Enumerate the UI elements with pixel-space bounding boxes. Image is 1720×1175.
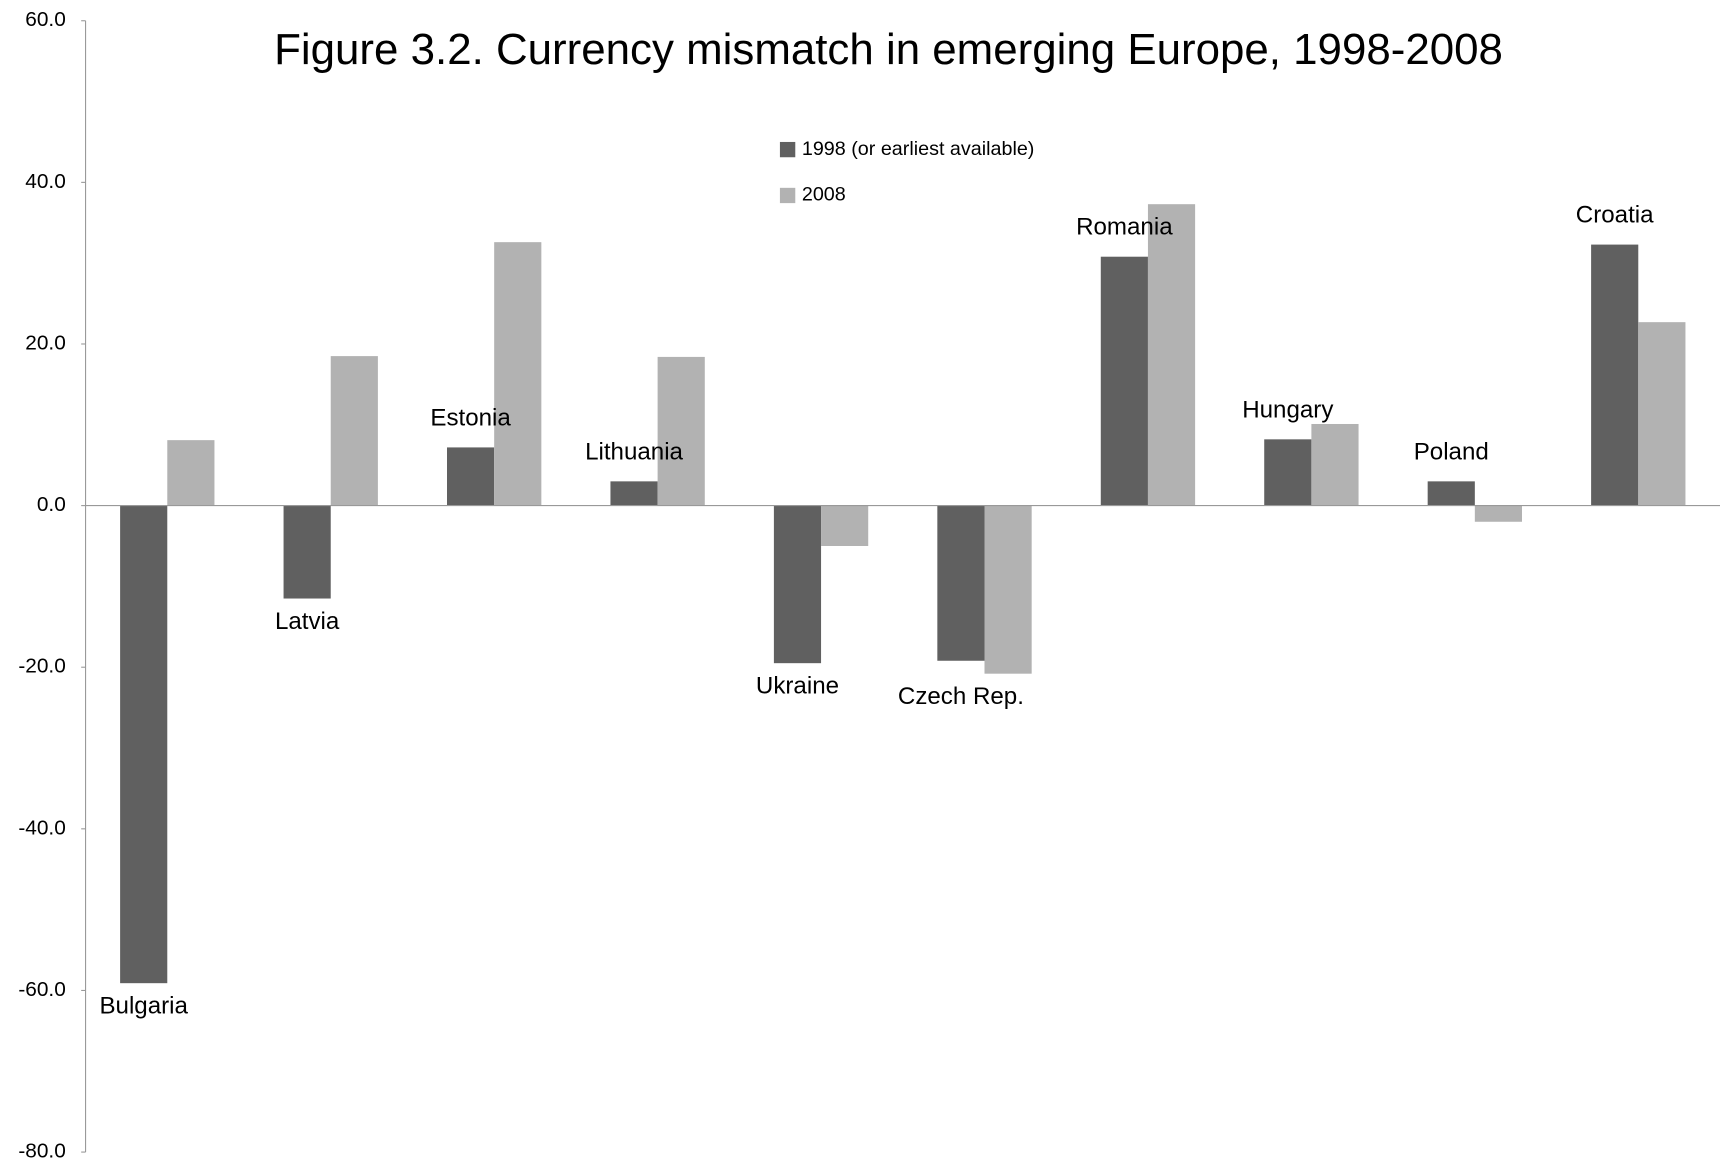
bar <box>1311 423 1359 506</box>
bar <box>283 505 331 599</box>
category-label: Ukraine <box>756 673 839 700</box>
category-label: Czech Rep. <box>898 683 1024 710</box>
category-label: Estonia <box>430 404 511 431</box>
bar <box>657 356 705 506</box>
chart-title: Figure 3.2. Currency mismatch in emergin… <box>274 25 1503 74</box>
bar <box>984 505 1032 674</box>
y-tick-label: 20.0 <box>25 331 66 354</box>
bar <box>494 242 542 506</box>
bar <box>821 505 869 547</box>
category-label: Hungary <box>1242 396 1333 423</box>
y-tick-label: -80.0 <box>18 1140 65 1163</box>
y-tick-label: -40.0 <box>18 816 65 839</box>
bar <box>1638 322 1686 506</box>
y-tick-label: 60.0 <box>25 8 66 31</box>
category-label: Bulgaria <box>99 993 188 1020</box>
category-label: Poland <box>1414 438 1489 465</box>
y-tick-label: -20.0 <box>18 655 65 678</box>
bar <box>773 505 822 664</box>
bar <box>1427 481 1475 506</box>
bar <box>330 356 378 506</box>
y-tick-label: 0.0 <box>37 493 66 516</box>
bar <box>1147 204 1196 506</box>
bar <box>1474 505 1523 522</box>
category-label: Croatia <box>1576 202 1654 229</box>
category-label: Lithuania <box>585 438 684 465</box>
bar <box>937 505 985 661</box>
bar <box>1100 256 1148 506</box>
bar <box>120 505 168 984</box>
y-tick-label: -60.0 <box>18 978 65 1001</box>
legend-label: 1998 (or earliest available) <box>802 138 1035 160</box>
bar <box>610 481 658 506</box>
bar <box>167 440 215 506</box>
legend-swatch <box>779 187 796 204</box>
bar <box>1264 439 1312 506</box>
bar <box>447 447 495 506</box>
legend-label: 2008 <box>802 184 846 206</box>
legend-swatch <box>779 141 796 158</box>
bar <box>1591 244 1639 506</box>
category-label: Romania <box>1076 214 1173 241</box>
y-tick-label: 40.0 <box>25 170 66 193</box>
category-label: Latvia <box>275 608 340 635</box>
